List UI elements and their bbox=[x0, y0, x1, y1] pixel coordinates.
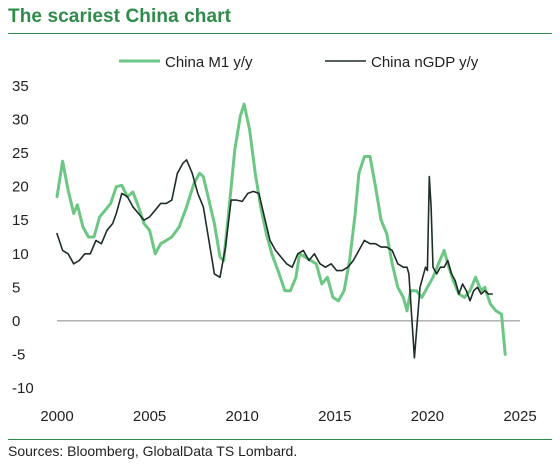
y-tick-label: 25 bbox=[12, 145, 29, 162]
x-tick-label: 2020 bbox=[411, 408, 444, 425]
source-note: Sources: Bloomberg, GlobalData TS Lombar… bbox=[8, 439, 552, 459]
y-axis: 35 30 25 20 15 10 5 0 -5 -10 bbox=[12, 78, 34, 397]
y-tick-label: 15 bbox=[12, 212, 29, 229]
y-tick-label: 10 bbox=[12, 246, 29, 263]
x-tick-label: 2010 bbox=[226, 408, 259, 425]
series-layer bbox=[55, 102, 507, 359]
x-tick-label: 2005 bbox=[133, 408, 166, 425]
legend: China M1 y/y China nGDP y/y bbox=[119, 54, 479, 71]
y-tick-label: -10 bbox=[12, 380, 34, 397]
y-tick-label: 30 bbox=[12, 112, 29, 129]
x-tick-label: 2025 bbox=[503, 408, 536, 425]
series-line-ngdp bbox=[56, 159, 494, 359]
legend-label-m1: China M1 y/y bbox=[165, 54, 253, 71]
title-divider bbox=[8, 33, 552, 34]
x-axis: 2000 2005 2010 2015 2020 2025 bbox=[40, 408, 536, 425]
legend-label-ngdp: China nGDP y/y bbox=[371, 54, 479, 71]
line-chart: China M1 y/y China nGDP y/y 353025201510… bbox=[12, 54, 537, 425]
series-line-m1 bbox=[55, 102, 507, 356]
y-tick-label: 5 bbox=[12, 279, 20, 296]
y-tick-label: 0 bbox=[12, 313, 20, 330]
chart-title: The scariest China chart bbox=[8, 6, 232, 27]
x-tick-label: 2000 bbox=[40, 408, 73, 425]
y-tick-label: 20 bbox=[12, 179, 29, 196]
y-tick-label: -5 bbox=[12, 346, 25, 363]
x-tick-label: 2015 bbox=[318, 408, 351, 425]
y-tick-label: 35 bbox=[12, 78, 29, 95]
